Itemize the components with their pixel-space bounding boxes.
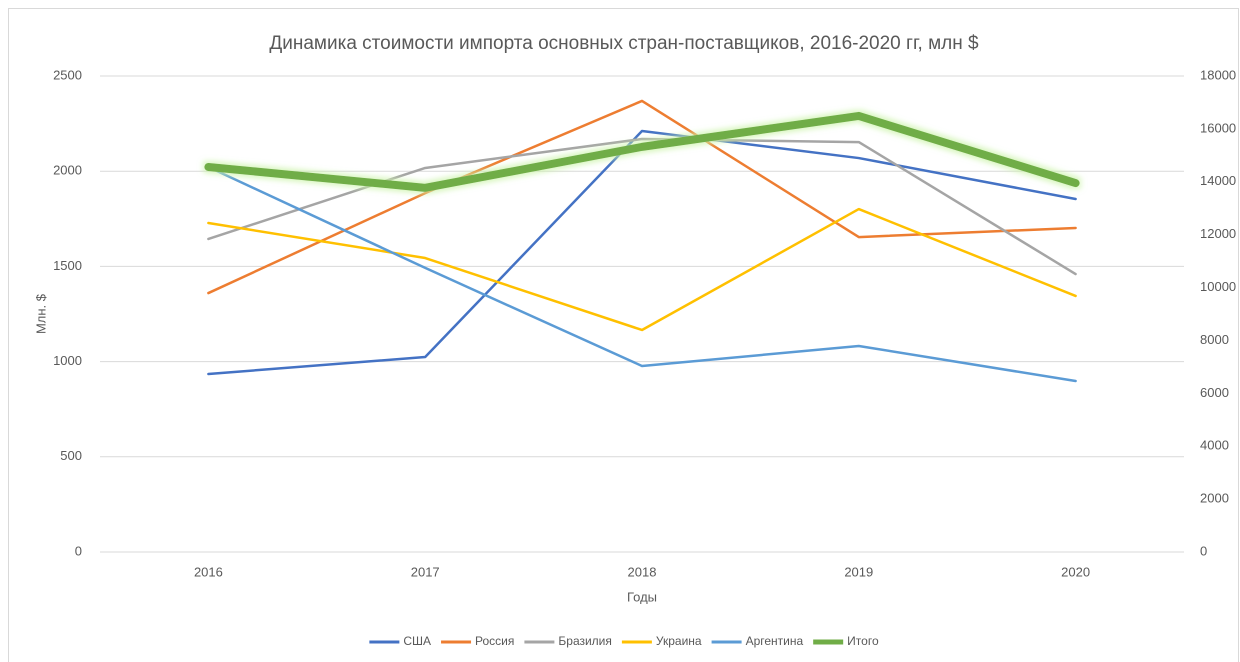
y2-tick-label: 12000 xyxy=(1200,226,1236,241)
y-tick-label: 2000 xyxy=(53,163,82,178)
legend-label: Россия xyxy=(475,634,514,648)
x-tick-label: 2018 xyxy=(628,564,657,579)
y2-tick-label: 10000 xyxy=(1200,279,1236,294)
legend-label: Аргентина xyxy=(746,634,804,648)
y-tick-label: 0 xyxy=(75,543,82,558)
y-tick-label: 500 xyxy=(60,448,82,463)
series-line xyxy=(207,129,1077,376)
legend-label: Украина xyxy=(656,634,702,648)
y2-tick-label: 14000 xyxy=(1200,173,1236,188)
y-axis-title: Млн. $ xyxy=(33,293,48,334)
legend-label: Бразилия xyxy=(558,634,612,648)
legend-label: США xyxy=(403,634,431,648)
y2-tick-label: 8000 xyxy=(1200,332,1229,347)
chart-title: Динамика стоимости импорта основных стра… xyxy=(269,33,979,54)
x-tick-label: 2020 xyxy=(1061,564,1090,579)
series-line xyxy=(207,165,1077,383)
y2-tick-label: 2000 xyxy=(1200,491,1229,506)
legend-label: Итого xyxy=(847,634,879,648)
y-tick-label: 1000 xyxy=(53,353,82,368)
series-line xyxy=(207,137,1077,276)
y-tick-label: 2500 xyxy=(53,67,82,82)
y2-tick-label: 6000 xyxy=(1200,385,1229,400)
y2-tick-label: 4000 xyxy=(1200,438,1229,453)
x-tick-label: 2019 xyxy=(844,564,873,579)
series-line xyxy=(207,207,1077,332)
x-tick-label: 2017 xyxy=(411,564,440,579)
series-line xyxy=(207,99,1077,295)
y2-tick-label: 0 xyxy=(1200,543,1207,558)
y2-tick-label: 16000 xyxy=(1200,120,1236,135)
x-axis-title: Годы xyxy=(627,589,657,604)
x-tick-label: 2016 xyxy=(194,564,223,579)
chart-frame xyxy=(8,8,1239,662)
y-tick-label: 1500 xyxy=(53,258,82,273)
y2-tick-label: 18000 xyxy=(1200,67,1236,82)
series-line xyxy=(204,111,1080,192)
